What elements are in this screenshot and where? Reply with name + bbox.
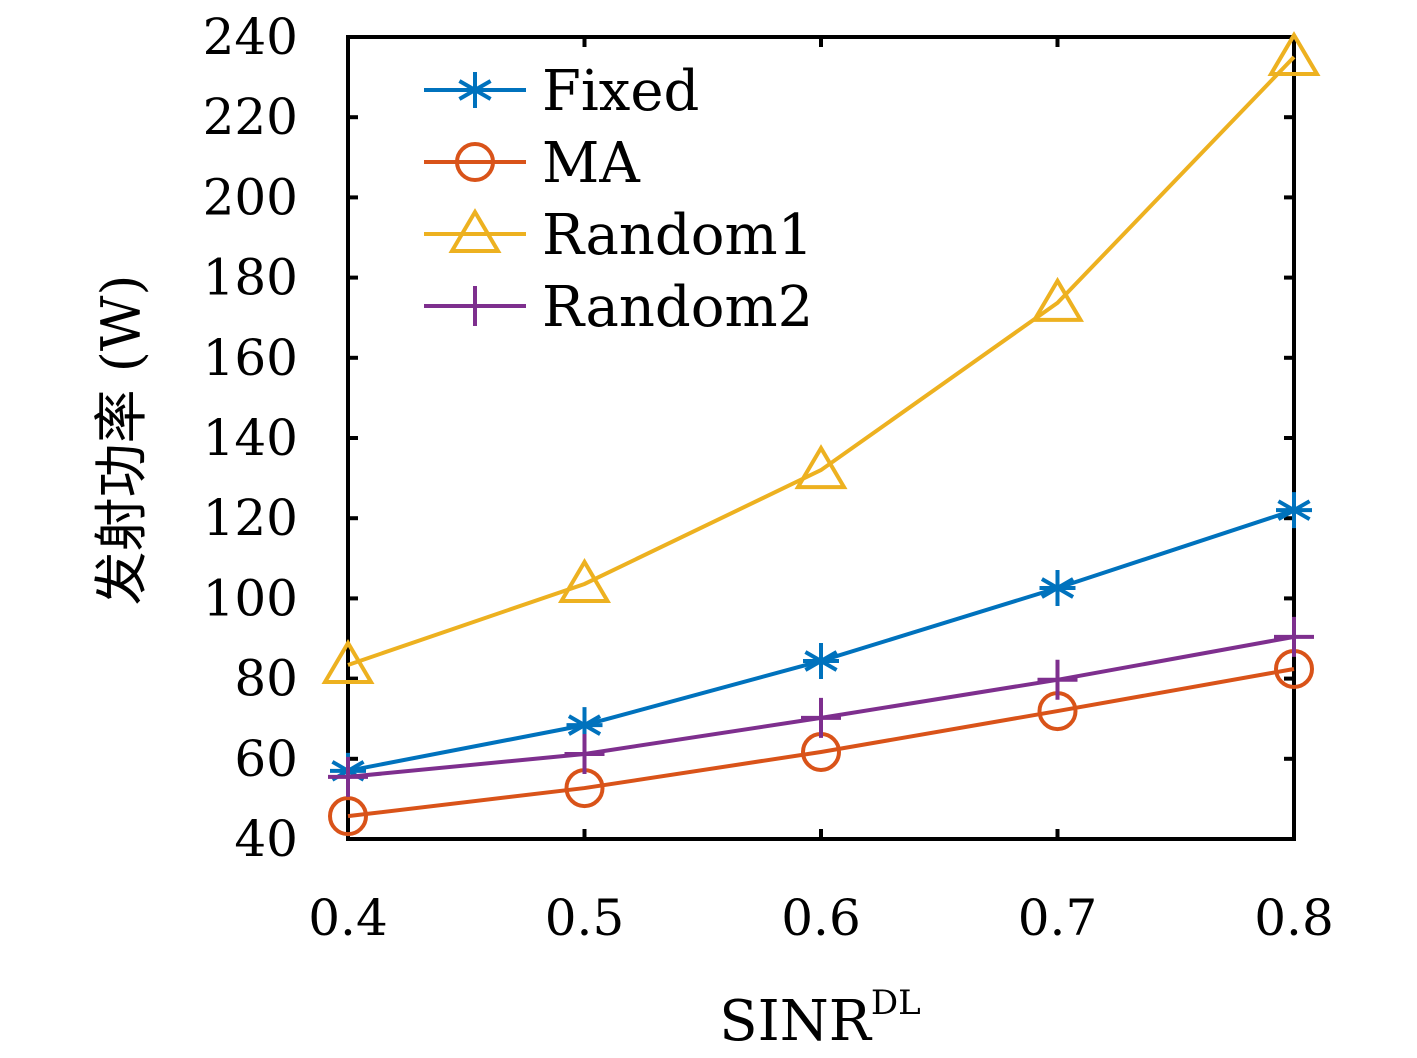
y-tick-label: 60 [234,730,298,788]
series-random2 [328,616,1314,797]
x-axis-label-main: SINR [719,989,872,1054]
triangle-marker [1030,276,1085,322]
circle-marker [328,796,368,837]
asterisk-marker [566,707,603,744]
y-tick-label: 40 [234,810,298,868]
plus-marker [801,697,841,738]
series-line [347,667,1295,819]
triangle-marker [794,444,848,490]
plus-marker [1037,659,1078,700]
x-tick-label: 0.4 [308,889,388,947]
y-tick-label: 120 [203,489,298,547]
series-fixed [330,492,1312,789]
y-tick-label: 200 [203,168,298,226]
legend-label: MA [542,131,640,196]
legend-label: Random1 [542,203,813,268]
series-random1 [321,31,1321,684]
asterisk-marker [1276,492,1312,529]
x-tick-label: 0.5 [545,889,625,947]
triangle-marker [557,558,612,603]
x-tick-label: 0.7 [1018,889,1098,947]
legend-label: Random2 [542,275,813,340]
y-axis-label: 发射功率 (W) [90,275,153,606]
y-tick-label: 240 [203,8,298,66]
y-tick-label: 160 [203,329,298,387]
series-ma [328,648,1314,837]
series-line [347,55,1296,667]
legend-item-random1: Random1 [424,203,813,268]
triangle-marker [448,208,502,253]
legend-label: Fixed [542,59,699,124]
legend: Fixed MA Random1 Random2 [424,59,813,340]
legend-item-ma: MA [424,131,640,196]
asterisk-marker [1039,569,1076,606]
x-axis-label: SINRDL [719,983,921,1054]
asterisk-marker [803,642,839,679]
x-tick-label: 0.6 [781,889,861,947]
plus-marker [564,733,605,774]
plus-marker [1274,616,1314,657]
y-tick-label: 80 [234,650,298,708]
plus-marker [455,286,495,326]
triangle-marker [321,639,375,684]
series-group [321,31,1321,837]
x-tick-label: 0.8 [1254,889,1334,947]
y-tick-label: 220 [203,88,298,146]
circle-marker [455,142,495,182]
y-tick-label: 100 [203,569,298,627]
legend-item-random2: Random2 [424,275,813,340]
asterisk-marker [457,72,493,108]
y-tick-label: 180 [203,249,298,307]
x-axis-label-superscript: DL [871,983,921,1023]
axes: 40 60 80 100 120 140 160 180 200 220 240 0.4 0.5 0.6 0… [203,8,1334,947]
plus-marker [328,756,368,797]
triangle-marker [1267,31,1321,77]
legend-item-fixed: Fixed [424,59,699,124]
y-tick-label: 140 [203,409,298,467]
